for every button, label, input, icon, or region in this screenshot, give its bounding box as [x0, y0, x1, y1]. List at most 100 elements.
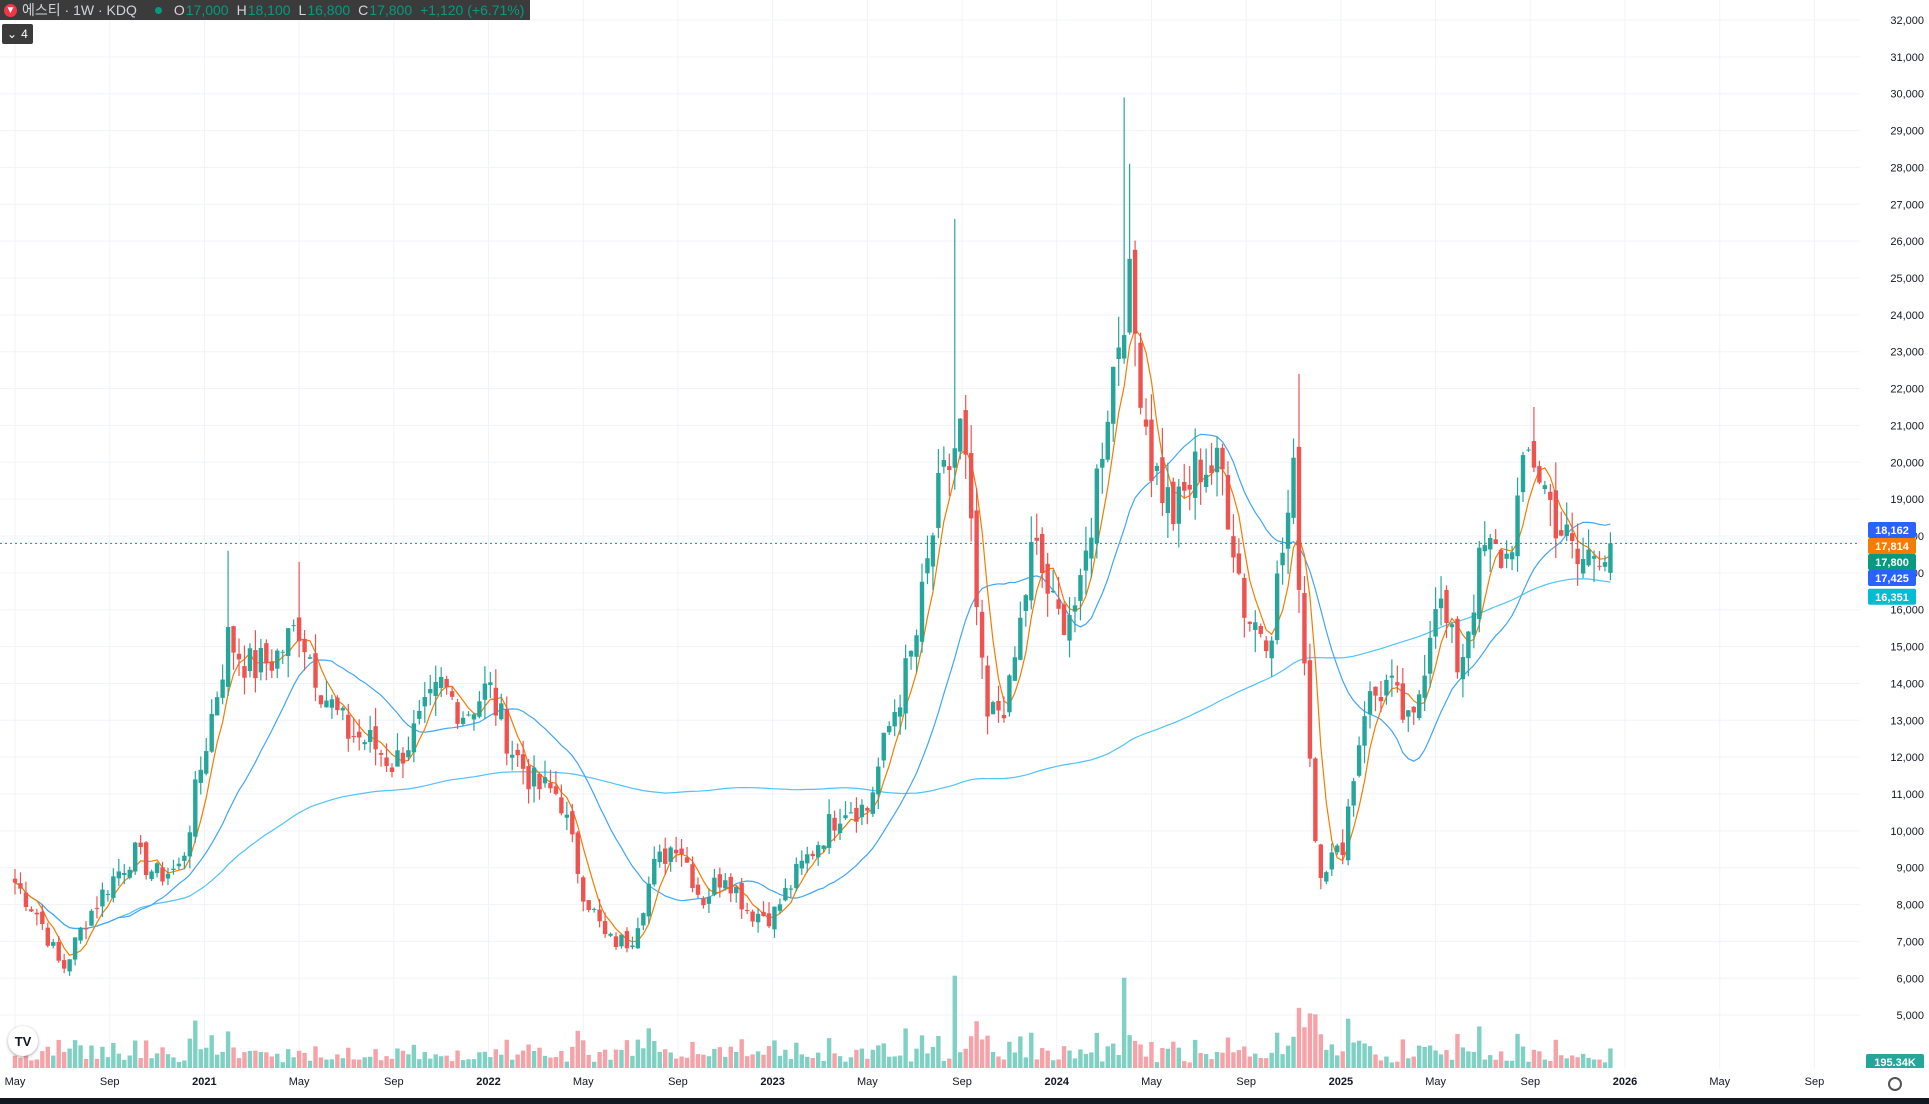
- candle-body: [138, 842, 143, 848]
- candle-body: [160, 867, 165, 882]
- volume-bar: [83, 1059, 89, 1068]
- volume-bar: [1247, 1056, 1253, 1068]
- candle-body: [176, 863, 182, 867]
- candle-body: [1416, 694, 1422, 719]
- price-tag-label: 18,162: [1875, 525, 1909, 537]
- volume-bar: [176, 1061, 182, 1068]
- volume-bar: [378, 1060, 384, 1068]
- volume-bar: [641, 1048, 646, 1068]
- time-tick-label: Sep: [1520, 1076, 1541, 1088]
- candle-body: [264, 643, 269, 664]
- volume-bar: [717, 1047, 723, 1068]
- candle-body: [1395, 682, 1400, 686]
- volume-bar: [684, 1057, 690, 1068]
- candle-body: [1444, 589, 1449, 623]
- candle-body: [673, 849, 679, 854]
- volume-bar: [1045, 1050, 1050, 1068]
- candle-body: [586, 900, 591, 910]
- price-tick-label: 19,000: [1890, 494, 1924, 506]
- volume-bar: [559, 1051, 564, 1068]
- volume-bar: [133, 1040, 138, 1068]
- volume-bar: [854, 1049, 859, 1068]
- candle-body: [340, 707, 346, 711]
- candle-body: [61, 960, 67, 969]
- candle-body: [1378, 697, 1384, 702]
- candle-body: [378, 752, 384, 755]
- candle-body: [1269, 640, 1274, 659]
- candle-body: [947, 466, 952, 471]
- candle-body: [1335, 845, 1340, 853]
- price-tag: [1868, 570, 1916, 587]
- volume-bar: [881, 1043, 886, 1068]
- volume-bar: [734, 1052, 739, 1068]
- time-tick-label: Sep: [99, 1076, 120, 1088]
- volume-bar: [826, 1038, 832, 1068]
- volume-bar: [515, 1054, 520, 1068]
- volume-bar: [291, 1057, 296, 1068]
- volume-bar: [302, 1052, 307, 1068]
- candle-body: [1460, 657, 1466, 680]
- candle-body: [548, 782, 553, 789]
- candle-body: [1329, 852, 1334, 870]
- candle-body: [821, 845, 826, 849]
- volume-bar: [220, 1051, 225, 1068]
- time-tick-label: Sep: [668, 1076, 688, 1088]
- volume-bar: [821, 1060, 826, 1068]
- volume-bar: [193, 1020, 198, 1068]
- candle-body: [67, 959, 72, 972]
- candle-body: [1012, 657, 1018, 681]
- volume-bar: [1329, 1044, 1334, 1068]
- candle-body: [204, 751, 209, 774]
- candle-body: [1548, 491, 1553, 500]
- candle-body: [1171, 481, 1176, 524]
- time-tick-label: 2022: [476, 1076, 501, 1088]
- volume-bar: [788, 1059, 794, 1068]
- volume-bar: [1559, 1055, 1564, 1068]
- time-tick-label: 2024: [1044, 1076, 1069, 1088]
- candle-body: [1078, 575, 1083, 601]
- volume-bar: [138, 1058, 143, 1068]
- candle-body: [990, 702, 996, 715]
- candle-body: [367, 730, 373, 743]
- candle-body: [307, 657, 313, 659]
- volume-bar: [914, 1048, 919, 1068]
- volume-bar: [488, 1057, 493, 1068]
- candle-body: [783, 887, 788, 901]
- candle-body: [214, 697, 220, 716]
- candle-body: [127, 869, 132, 878]
- candle-body: [389, 767, 395, 773]
- volume-bar: [346, 1047, 351, 1068]
- symbol-title[interactable]: 에스티 · 1W · KDQ: [22, 2, 137, 18]
- candle-body: [373, 726, 378, 750]
- volume-bar: [1520, 1046, 1526, 1068]
- time-tick-label: May: [288, 1076, 310, 1088]
- candle-body: [1422, 675, 1427, 698]
- candle-body: [280, 651, 285, 653]
- candle-body: [1001, 715, 1007, 719]
- price-axis[interactable]: 5,000 6,000 7,000 8,000 9,000 10,000 11,000 12,…: [1860, 0, 1929, 1070]
- volume-bar: [1165, 1048, 1171, 1068]
- volume-bar: [428, 1058, 433, 1068]
- price-chart[interactable]: [0, 0, 1860, 1068]
- volume-bar: [602, 1049, 608, 1068]
- candle-body: [285, 628, 291, 657]
- candle-body: [1067, 615, 1072, 641]
- chart-area[interactable]: [0, 0, 1860, 1068]
- tradingview-logo-icon[interactable]: TV: [8, 1026, 38, 1056]
- volume-bar: [1515, 1033, 1520, 1068]
- candle-body: [460, 717, 466, 724]
- volume-bar: [1400, 1039, 1406, 1068]
- candle-body: [1061, 604, 1067, 635]
- indicators-toggle-button[interactable]: ⌄ 4: [2, 24, 33, 44]
- bottom-strip: [0, 1098, 1929, 1104]
- candle-body: [40, 911, 45, 924]
- settings-icon[interactable]: [1888, 1077, 1902, 1091]
- time-axis[interactable]: May Sep 2021 May Sep 2022 May Sep 2023 May Sep 2024…: [0, 1068, 1929, 1098]
- volume-bar: [1132, 1040, 1138, 1068]
- candle-body: [553, 786, 559, 794]
- volume-bar: [12, 1055, 18, 1068]
- volume-bar: [318, 1057, 324, 1068]
- candle-body: [220, 679, 225, 698]
- volume-bar: [89, 1045, 94, 1068]
- symbol-legend[interactable]: ▼ 에스티 · 1W · KDQ O 17,000 H 18,100 L 16,…: [0, 0, 531, 20]
